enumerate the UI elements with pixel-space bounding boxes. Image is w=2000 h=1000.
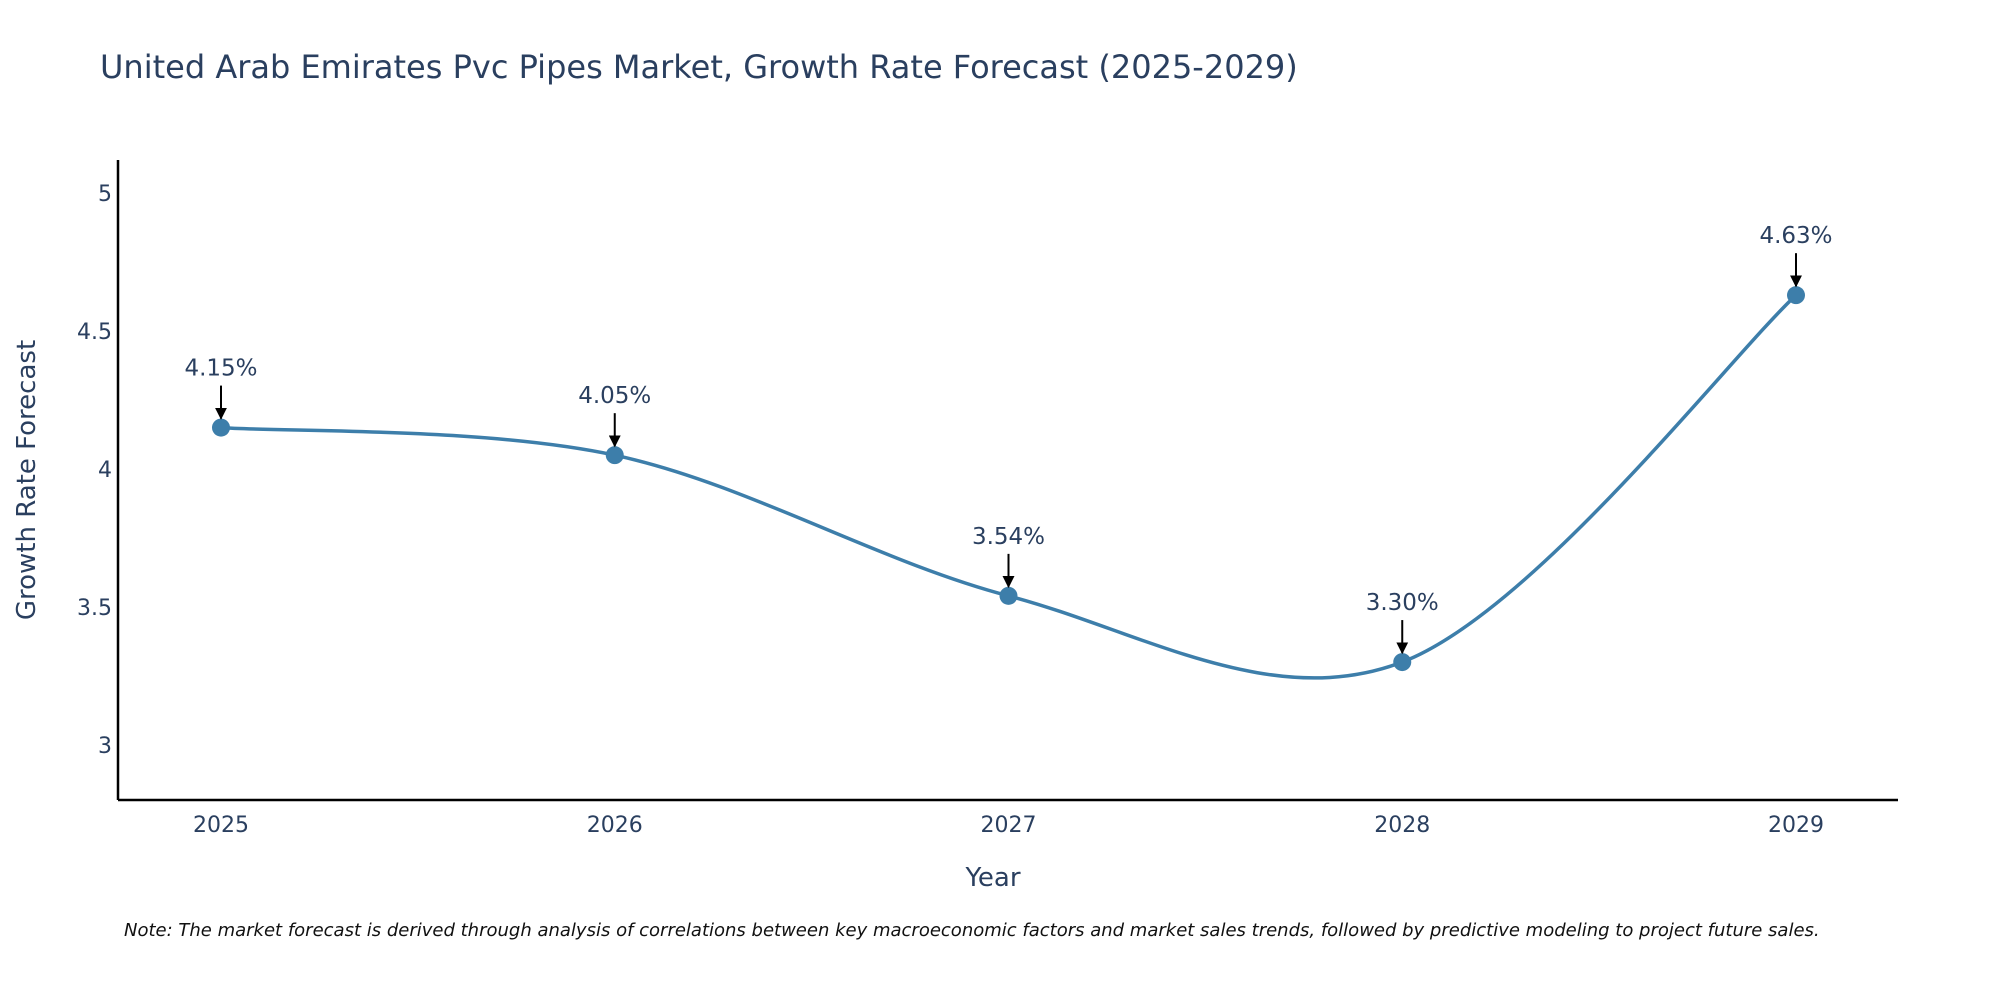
y-axis-title: Growth Rate Forecast: [12, 340, 42, 620]
axes: 3 3.5 4 4.5 5 2025 2026 2027 2028 2029 Year Growth …: [12, 160, 1898, 893]
y-tick-label: 5: [98, 182, 112, 207]
footnote: Note: The market forecast is derived thr…: [124, 920, 1820, 941]
y-tick-label: 3.5: [77, 596, 112, 621]
x-tick-label: 2026: [587, 813, 643, 838]
y-tick-label: 3: [98, 734, 112, 759]
y-tick-label: 4.5: [77, 320, 112, 345]
x-tick-label: 2025: [193, 813, 249, 838]
data-label: 3.54%: [972, 524, 1045, 550]
data-point: [1393, 653, 1412, 672]
data-point: [1787, 286, 1805, 305]
x-tick-label: 2027: [981, 813, 1037, 838]
data-annotations: 4.15% 4.05% 3.54% 3.30% 4.63%: [184, 223, 1833, 655]
data-label: 4.63%: [1759, 223, 1832, 249]
data-label: 3.30%: [1366, 590, 1439, 616]
data-label: 4.15%: [184, 356, 257, 382]
x-tick-label: 2028: [1374, 813, 1430, 838]
chart-title: United Arab Emirates Pvc Pipes Market, G…: [100, 48, 1298, 86]
data-point: [605, 446, 624, 465]
y-tick-label: 4: [98, 458, 112, 483]
x-axis-title: Year: [964, 863, 1020, 893]
data-label: 4.05%: [578, 383, 651, 409]
x-tick-label: 2029: [1768, 813, 1824, 838]
data-point: [212, 418, 230, 437]
data-point: [999, 586, 1018, 605]
series-line: [220, 293, 1798, 680]
series-growth-rate: [212, 286, 1805, 680]
